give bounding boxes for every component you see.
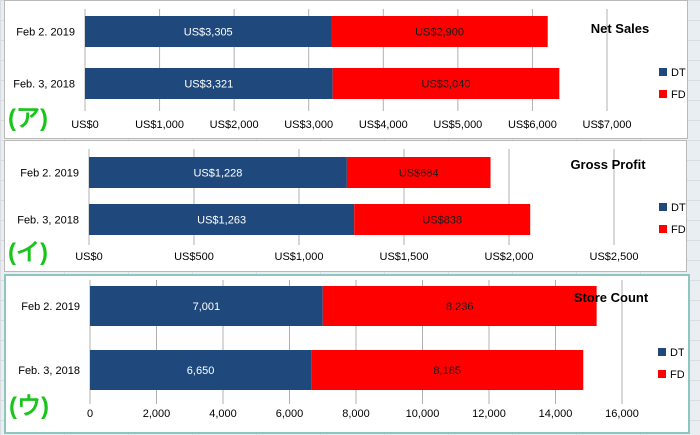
net-sales-bar-fd-2[interactable] <box>332 68 560 99</box>
store-count-title: Store Count <box>574 290 649 305</box>
net-sales-tick-label: US$6,000 <box>508 119 557 131</box>
net-sales-data-label: US$3,321 <box>184 79 233 91</box>
store-count-tick-label: 16,000 <box>605 408 639 420</box>
net-sales-tick-label: US$1,000 <box>135 119 184 131</box>
gross-profit-marker-label: (イ) <box>8 239 48 266</box>
gross-profit-data-label: US$684 <box>399 168 439 180</box>
store-count-category-label: Feb. 3, 2018 <box>18 365 80 377</box>
net-sales-tick-label: US$4,000 <box>359 119 408 131</box>
gross-profit-plot: US$1,228 US$684 Feb 2. 2019 US$1,263 US$838 F… <box>8 149 686 266</box>
net-sales-tick-label: US$2,000 <box>210 119 259 131</box>
net-sales-data-label: US$3,305 <box>184 27 233 39</box>
net-sales-data-label: US$3,040 <box>422 79 471 91</box>
legend-swatch-dt <box>658 348 666 356</box>
store-count-category-label: Feb 2. 2019 <box>21 301 80 313</box>
gross-profit-data-label: US$838 <box>422 215 462 227</box>
gross-profit-category-label: Feb 2. 2019 <box>20 168 79 180</box>
store-count-tick-label: 4,000 <box>209 408 237 420</box>
net-sales-tick-label: US$0 <box>71 119 99 131</box>
legend-swatch-dt <box>659 203 667 211</box>
gross-profit-tick-label: US$2,500 <box>590 251 639 263</box>
store-count-marker-label: (ウ) <box>9 393 49 420</box>
gross-profit-tick-label: US$1,000 <box>275 251 324 263</box>
store-count-bar-dt-1[interactable] <box>90 286 323 326</box>
gross-profit-category-label: Feb. 3, 2018 <box>17 215 79 227</box>
chart-gross-profit[interactable]: US$1,228 US$684 Feb 2. 2019 US$1,263 US$838 F… <box>4 140 687 272</box>
net-sales-category-label: Feb 2. 2019 <box>16 27 75 39</box>
net-sales-marker-label: (ア) <box>8 105 48 132</box>
store-count-bar-dt-2[interactable] <box>90 350 312 390</box>
store-count-data-label: 6,650 <box>187 365 215 377</box>
store-count-tick-label: 2,000 <box>143 408 171 420</box>
legend-label-fd: FD <box>671 89 686 101</box>
chart-net-sales[interactable]: US$3,305 US$2,900 Feb 2. 2019 US$3,321 US$3,… <box>4 0 688 139</box>
net-sales-bar-dt-1[interactable] <box>85 16 332 47</box>
store-count-data-label: 7,001 <box>193 301 221 313</box>
gross-profit-tick-label: US$0 <box>75 251 103 263</box>
legend-label-dt: DT <box>670 347 684 359</box>
store-count-tick-label: 10,000 <box>406 408 440 420</box>
net-sales-category-label: Feb. 3, 2018 <box>13 79 75 91</box>
legend-swatch-dt <box>659 68 667 76</box>
store-count-tick-label: 0 <box>87 408 93 420</box>
store-count-tick-label: 8,000 <box>342 408 370 420</box>
gross-profit-tick-label: US$2,000 <box>485 251 534 263</box>
gross-profit-data-label: US$1,263 <box>197 215 246 227</box>
legend-label-dt: DT <box>671 67 686 79</box>
store-count-tick-label: 14,000 <box>539 408 573 420</box>
gross-profit-bar-dt-2[interactable] <box>89 204 355 235</box>
legend-label-fd: FD <box>671 224 686 236</box>
net-sales-data-label: US$2,900 <box>415 27 464 39</box>
store-count-bar-fd-2[interactable] <box>311 350 584 390</box>
chart-store-count[interactable]: 7,001 8,236 Feb 2. 2019 6,650 8,185 Feb. 3, 2… <box>4 274 690 434</box>
legend-label-dt: DT <box>671 202 686 214</box>
net-sales-bar-fd-1[interactable] <box>331 16 548 47</box>
net-sales-tick-label: US$3,000 <box>284 119 333 131</box>
gross-profit-bar-fd-1[interactable] <box>346 157 491 188</box>
store-count-plot: 7,001 8,236 Feb 2. 2019 6,650 8,185 Feb. 3, 2… <box>9 280 684 420</box>
store-count-data-label: 8,185 <box>433 365 461 377</box>
net-sales-tick-label: US$5,000 <box>433 119 482 131</box>
gross-profit-bar-dt-1[interactable] <box>89 157 347 188</box>
store-count-tick-label: 6,000 <box>276 408 304 420</box>
store-count-data-label: 8,236 <box>446 301 474 313</box>
net-sales-title: Net Sales <box>591 21 650 36</box>
legend-swatch-fd <box>658 370 666 378</box>
legend-swatch-fd <box>659 90 667 98</box>
store-count-bar-fd-1[interactable] <box>322 286 597 326</box>
gross-profit-title: Gross Profit <box>570 157 646 172</box>
gross-profit-tick-label: US$500 <box>174 251 214 263</box>
net-sales-plot: US$3,305 US$2,900 Feb 2. 2019 US$3,321 US$3,… <box>8 9 686 132</box>
store-count-tick-label: 12,000 <box>472 408 506 420</box>
legend-label-fd: FD <box>670 369 684 381</box>
legend-swatch-fd <box>659 225 667 233</box>
net-sales-bar-dt-2[interactable] <box>85 68 333 99</box>
gross-profit-data-label: US$1,228 <box>193 168 242 180</box>
gross-profit-bar-fd-2[interactable] <box>354 204 531 235</box>
net-sales-tick-label: US$7,000 <box>583 119 632 131</box>
gross-profit-tick-label: US$1,500 <box>380 251 429 263</box>
